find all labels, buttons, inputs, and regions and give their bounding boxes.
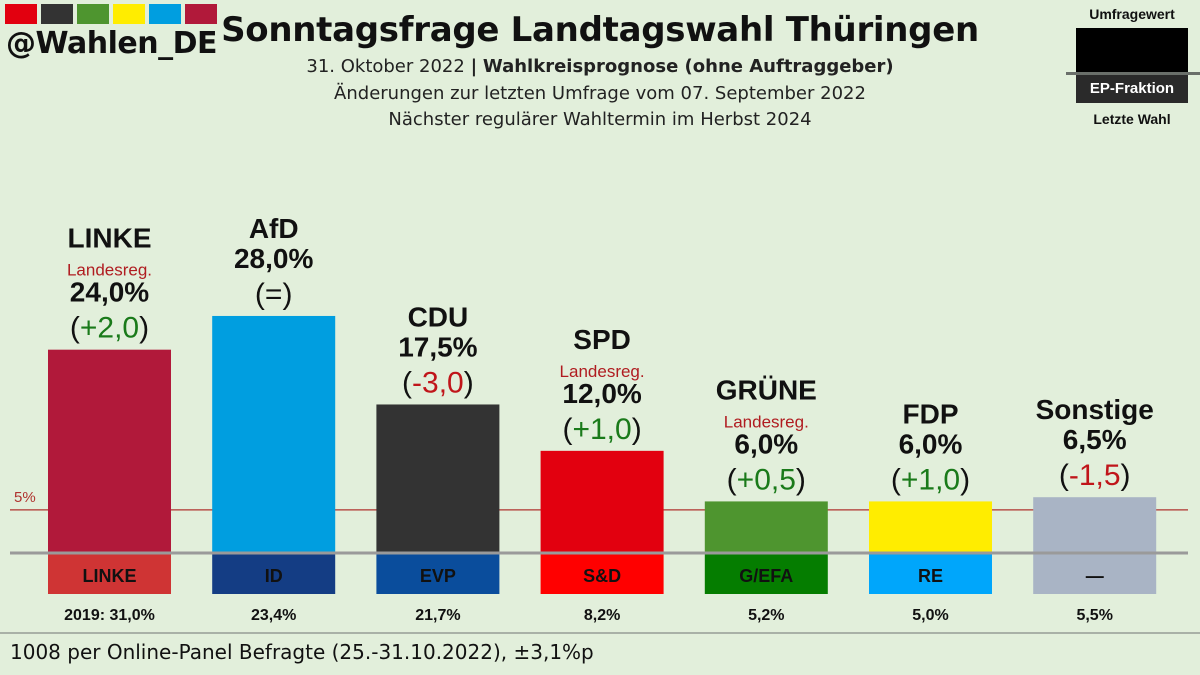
change-label: (-1,5): [1059, 459, 1131, 492]
bar-sonstige: [1033, 497, 1157, 552]
value-label: 17,5%: [398, 331, 477, 362]
value-label: 28,0%: [234, 243, 313, 274]
legend-last-election-label: Letzte Wahl: [1093, 111, 1171, 127]
last-election-label: 5,2%: [748, 607, 784, 624]
ep-group-label: LINKE: [83, 566, 137, 586]
coalition-note: Landesreg.: [724, 412, 809, 431]
change-label: (+1,0): [891, 463, 970, 496]
chart-title: Sonntagsfrage Landtagswahl Thüringen: [221, 10, 979, 50]
next-election-note: Nächster regulärer Wahltermin im Herbst …: [388, 109, 812, 130]
ep-group-label: ID: [265, 566, 283, 586]
last-election-label: 23,4%: [251, 607, 296, 624]
value-label: 24,0%: [70, 277, 149, 308]
value-label: 12,0%: [562, 378, 641, 409]
brand-swatch: [185, 4, 217, 24]
party-name: CDU: [408, 301, 469, 332]
ep-group-box: [869, 554, 992, 594]
legend-ep-group-label: EP-Fraktion: [1076, 75, 1188, 103]
value-label: 6,5%: [1063, 424, 1127, 455]
last-election-label: 5,5%: [1076, 607, 1112, 624]
ep-group-label: G/EFA: [739, 566, 793, 586]
legend-bar-swatch: [1076, 28, 1188, 74]
bar-cdu: [376, 404, 500, 552]
legend-baseline: [1066, 72, 1200, 75]
change-label: (+2,0): [70, 312, 149, 345]
bar-grüne: [704, 501, 828, 552]
ep-group-label: EVP: [420, 566, 456, 586]
party-name: FDP: [903, 398, 959, 429]
ep-group-box: [212, 554, 336, 594]
value-label: 6,0%: [899, 428, 963, 459]
threshold-label: 5%: [14, 489, 36, 506]
party-name: AfD: [249, 213, 299, 244]
party-name: SPD: [573, 324, 631, 355]
brand-swatch: [149, 4, 181, 24]
poll-institute: Wahlkreisprognose (ohne Auftraggeber): [482, 56, 894, 77]
last-election-label: 2019: 31,0%: [64, 607, 155, 624]
brand-color-swatches: [5, 4, 217, 24]
ep-group-label: RE: [918, 566, 943, 586]
ep-group-label: —: [1086, 566, 1104, 586]
party-name: GRÜNE: [716, 374, 817, 405]
subtitle-line-1: 31. Oktober 2022 | Wahlkreisprognose (oh…: [0, 56, 1200, 77]
ep-group-box: [48, 554, 171, 594]
party-name: Sonstige: [1036, 394, 1154, 425]
bar-afd: [212, 315, 336, 552]
ep-group-box: [540, 554, 664, 594]
change-label: (+1,0): [562, 413, 641, 446]
last-election-label: 8,2%: [584, 607, 620, 624]
sample-note: 1008 per Online-Panel Befragte (25.-31.1…: [10, 640, 594, 664]
bar-fdp: [869, 501, 992, 552]
ep-group-box: [704, 554, 828, 594]
brand-swatch: [5, 4, 37, 24]
brand-swatch: [41, 4, 73, 24]
bar-spd: [540, 450, 664, 552]
legend-poll-value-label: Umfragewert: [1089, 6, 1175, 22]
changes-note: Änderungen zur letzten Umfrage vom 07. S…: [334, 83, 866, 104]
coalition-note: Landesreg.: [560, 362, 645, 381]
change-label: (-3,0): [402, 366, 474, 399]
coalition-note: Landesreg.: [67, 261, 152, 280]
last-election-label: 5,0%: [912, 607, 948, 624]
brand-handle: @Wahlen_DE: [6, 26, 218, 61]
ep-group-box: [376, 554, 500, 594]
change-label: (+0,5): [727, 463, 806, 496]
footer-divider: [0, 632, 1200, 634]
subtitle-separator: |: [470, 56, 478, 77]
last-election-label: 21,7%: [415, 607, 460, 624]
poll-date: 31. Oktober 2022: [306, 56, 465, 77]
value-label: 6,0%: [734, 428, 798, 459]
party-name: LINKE: [68, 223, 152, 254]
ep-group-box: [1033, 554, 1157, 594]
bar-linke: [48, 349, 171, 552]
ep-group-label: S&D: [583, 566, 621, 586]
change-label: (=): [255, 278, 293, 311]
brand-swatch: [113, 4, 145, 24]
brand-swatch: [77, 4, 109, 24]
